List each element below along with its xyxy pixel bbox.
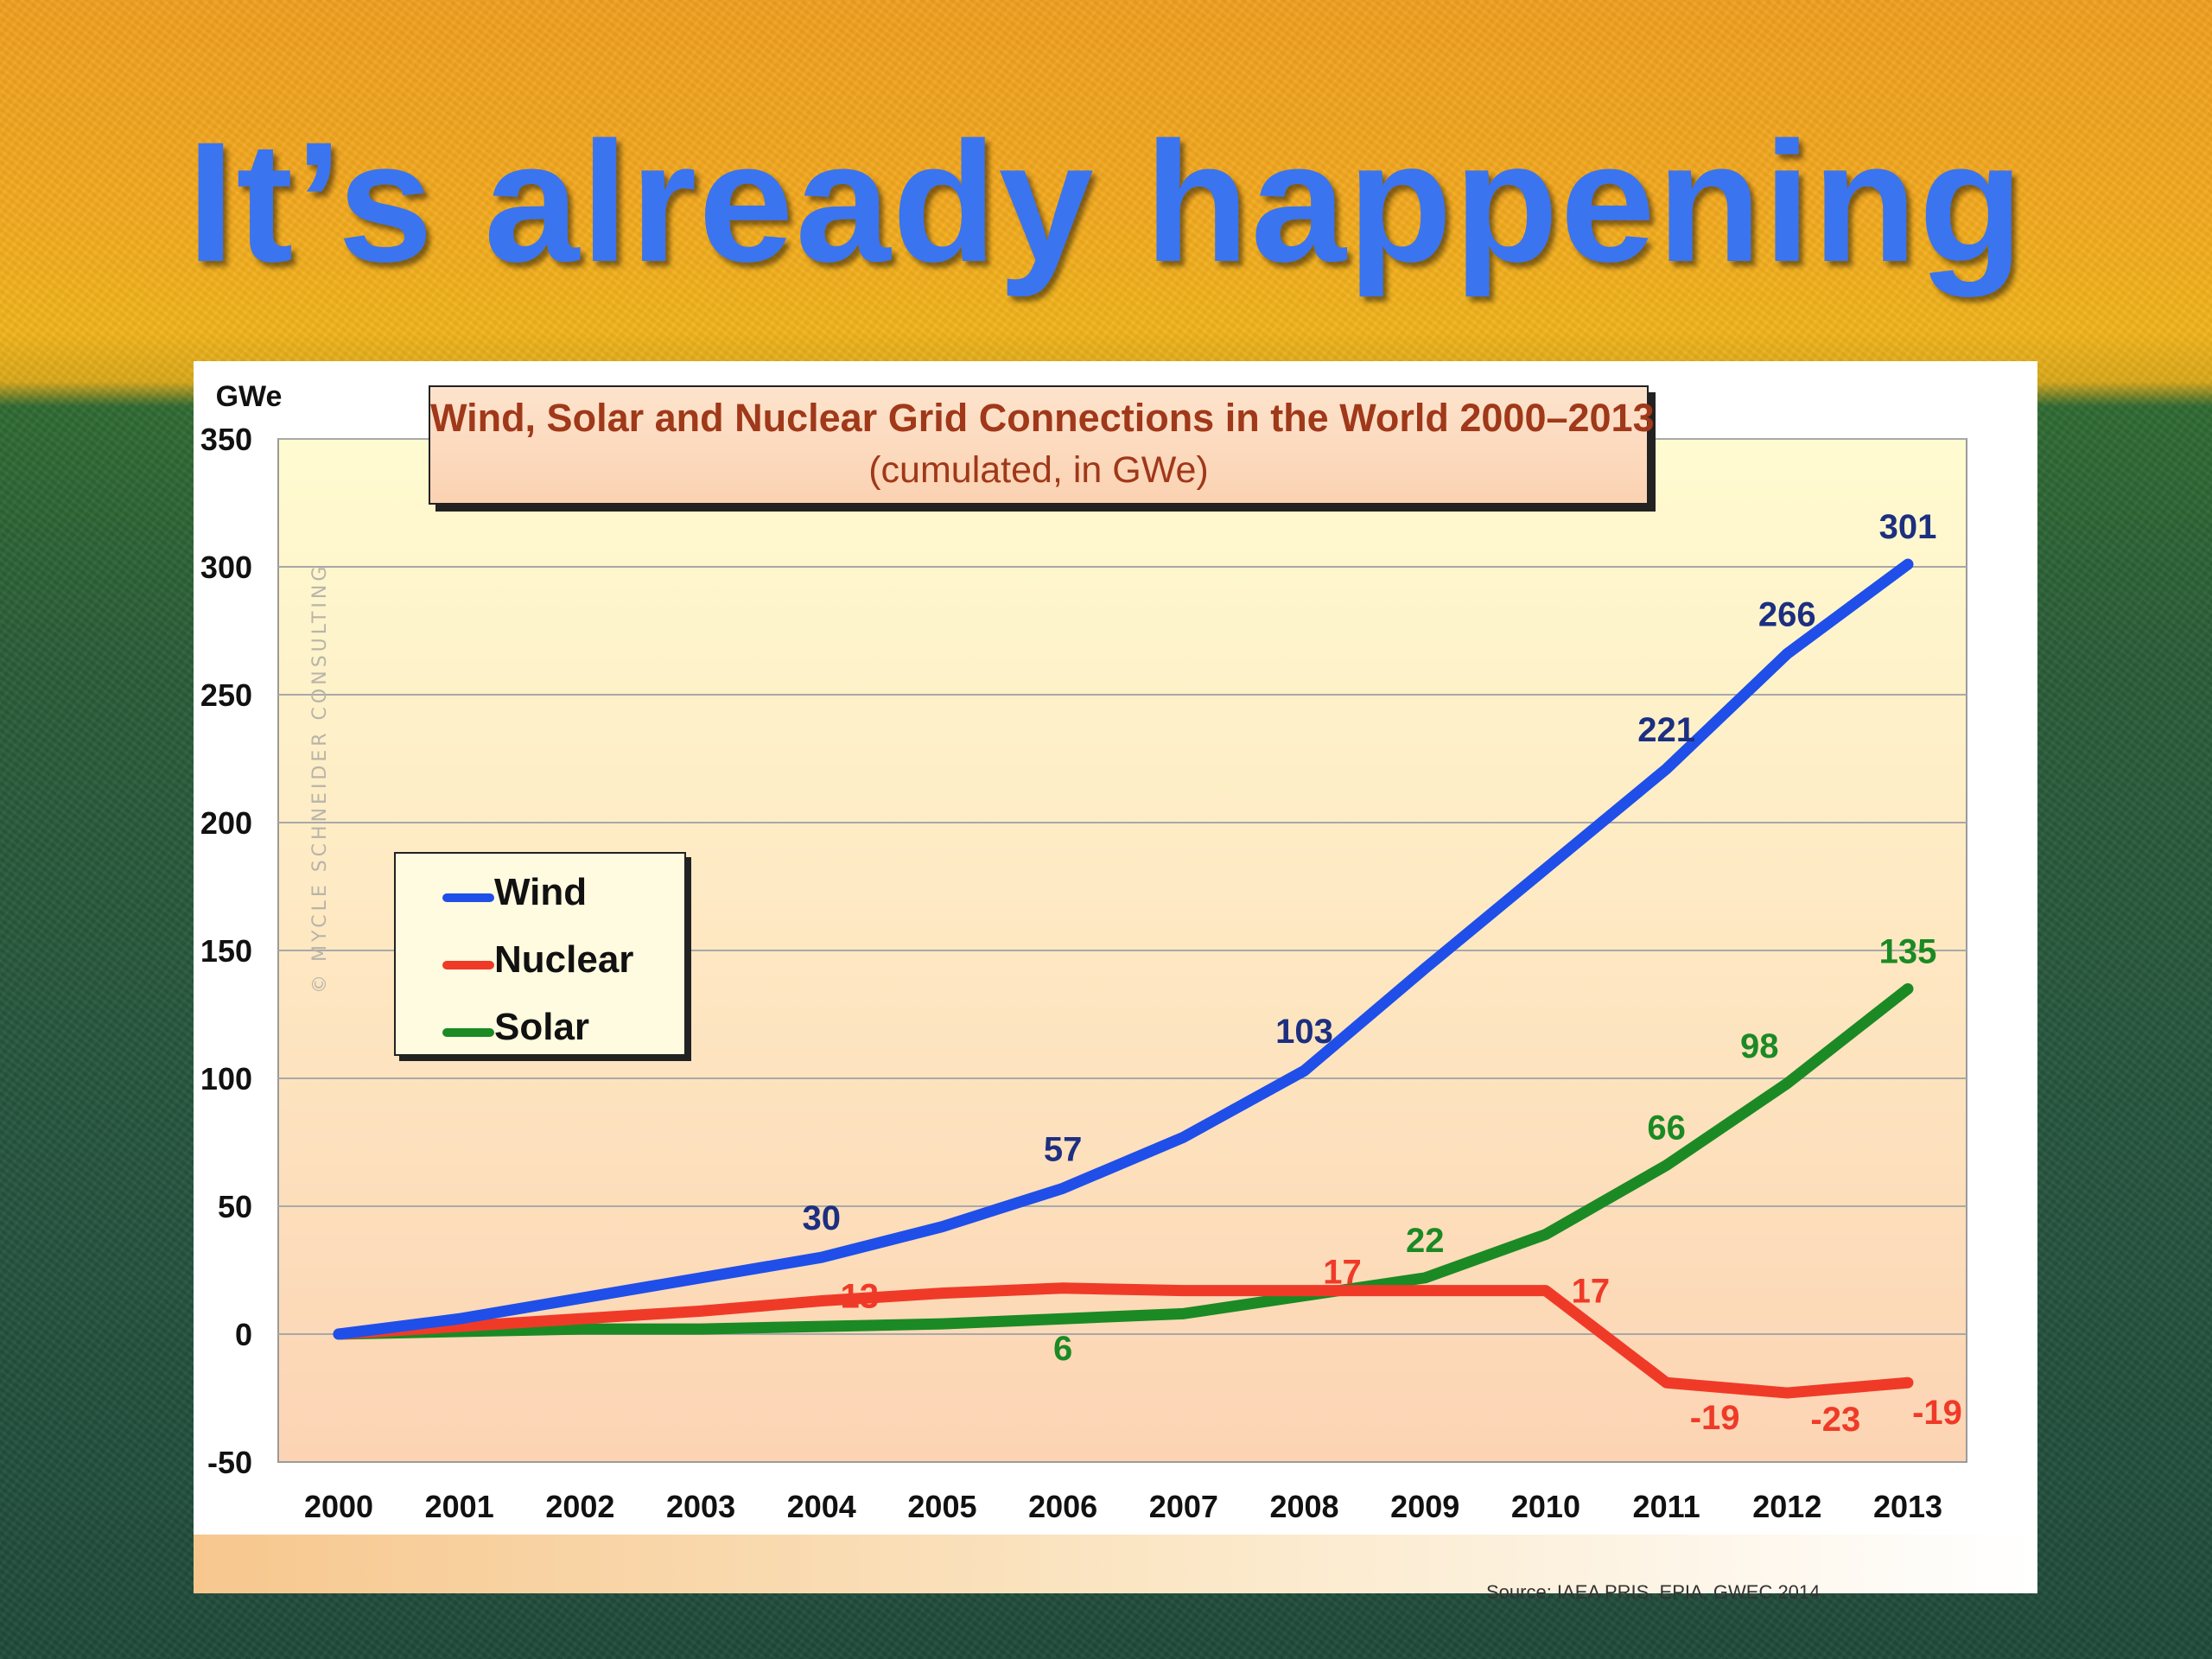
legend-label-wind: Wind	[494, 871, 588, 913]
legend-swatch-nuclear	[442, 961, 494, 969]
legend-label-nuclear: Nuclear	[494, 938, 634, 981]
data-label-solar: 98	[1740, 1027, 1779, 1065]
data-label-wind: 30	[803, 1199, 842, 1237]
data-label-wind: 57	[1044, 1130, 1083, 1168]
series-line-nuclear	[333, 1282, 1914, 1399]
y-tick-label: 200	[200, 805, 252, 841]
x-tick-label: 2005	[907, 1489, 976, 1524]
series-line-wind	[333, 558, 1914, 1340]
x-tick-label: 2008	[1269, 1489, 1338, 1524]
series-line-solar	[333, 982, 1914, 1340]
legend-swatch-solar	[442, 1028, 494, 1037]
chart-legend: Wind Nuclear Solar	[394, 852, 686, 1056]
data-label-solar: 135	[1879, 932, 1937, 970]
x-tick-label: 2001	[425, 1489, 494, 1524]
data-label-nuclear: -23	[1810, 1401, 1860, 1439]
data-label-solar: 6	[1053, 1330, 1072, 1368]
y-tick-label: 100	[200, 1061, 252, 1096]
y-tick-label: 150	[200, 933, 252, 969]
y-tick-label: 350	[200, 422, 252, 457]
data-label-wind: 221	[1637, 711, 1695, 749]
data-label-solar: 66	[1647, 1109, 1686, 1147]
y-tick-label: 0	[235, 1317, 252, 1352]
x-tick-label: 2007	[1149, 1489, 1218, 1524]
chart-panel-footer	[194, 1535, 2037, 1593]
y-tick-label: 250	[200, 677, 252, 713]
y-axis-unit-label: GWe	[216, 380, 283, 413]
x-tick-label: 2011	[1633, 1489, 1700, 1524]
x-tick-label: 2000	[304, 1489, 373, 1524]
x-tick-label: 2013	[1873, 1489, 1942, 1524]
data-label-wind: 266	[1758, 596, 1816, 634]
y-tick-label: 300	[200, 550, 252, 585]
chart-subtitle: (cumulated, in GWe)	[868, 449, 1209, 491]
watermark: © MYCLE SCHNEIDER CONSULTING	[309, 563, 331, 994]
data-label-wind: 301	[1879, 508, 1937, 546]
x-tick-label: 2009	[1390, 1489, 1459, 1524]
chart-title-box: Wind, Solar and Nuclear Grid Connections…	[429, 385, 1655, 505]
x-tick-label: 2006	[1028, 1489, 1097, 1524]
data-label-nuclear: 17	[1572, 1273, 1611, 1311]
x-tick-label: 2003	[666, 1489, 735, 1524]
x-tick-label: 2004	[787, 1489, 856, 1524]
data-label-nuclear: -19	[1912, 1394, 1962, 1432]
x-tick-label: 2010	[1511, 1489, 1580, 1524]
x-tick-label: 2012	[1752, 1489, 1821, 1524]
x-tick-label: 2002	[545, 1489, 614, 1524]
data-label-solar: 22	[1406, 1222, 1445, 1260]
data-label-nuclear: -19	[1690, 1399, 1740, 1437]
data-label-nuclear: 13	[841, 1278, 880, 1316]
chart-title: Wind, Solar and Nuclear Grid Connections…	[430, 396, 1655, 440]
y-tick-label: 50	[218, 1189, 252, 1224]
legend-label-solar: Solar	[494, 1006, 590, 1048]
data-label-wind: 103	[1275, 1013, 1333, 1051]
data-label-nuclear: 17	[1323, 1254, 1362, 1292]
source-note: Source: IAEA PRIS, EPIA, GWEC 2014	[1486, 1581, 1821, 1603]
legend-swatch-wind	[442, 893, 494, 902]
slide-title: It’s already happening	[187, 106, 2025, 297]
y-tick-label: -50	[207, 1445, 252, 1480]
